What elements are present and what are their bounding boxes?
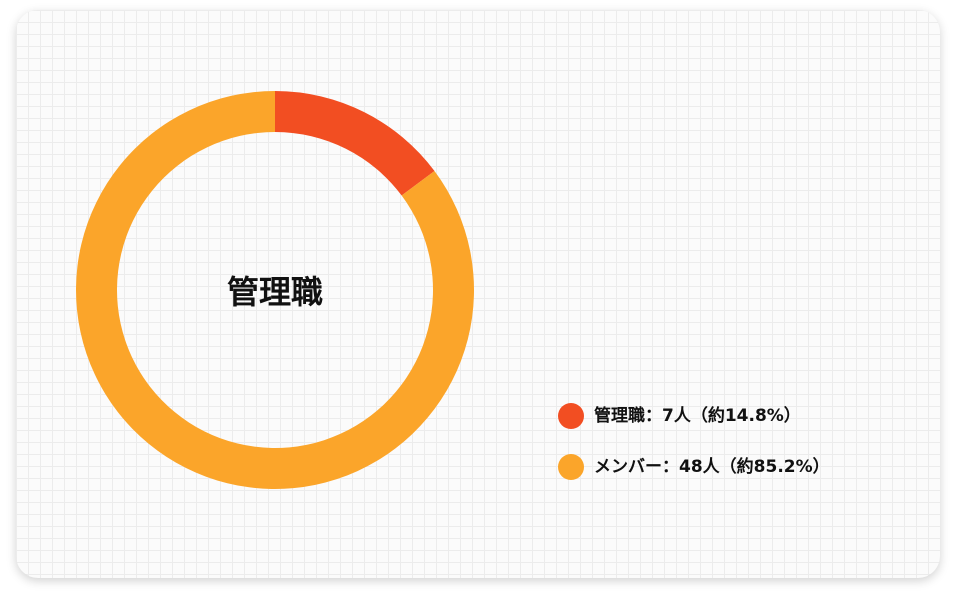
legend-label: 管理職：7人（約14.8%） [594,405,801,426]
legend-label: メンバー：48人（約85.2%） [594,456,830,477]
center-label: 管理職 [227,273,323,311]
legend-swatch [558,403,584,429]
legend-swatch [558,454,584,480]
donut-slice [275,91,435,196]
card [16,10,940,578]
